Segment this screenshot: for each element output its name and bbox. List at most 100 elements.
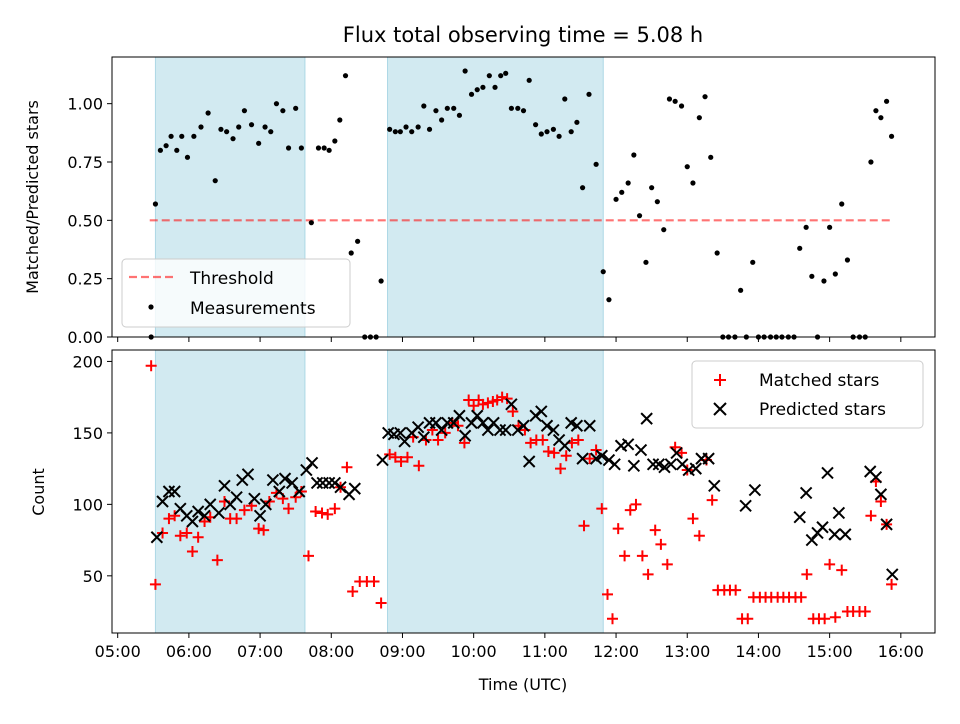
measurement-point [526, 77, 532, 83]
observing-window-2 [387, 56, 604, 338]
predicted-star-point [293, 485, 306, 498]
matched-star-point [801, 568, 813, 580]
measurement-point [579, 185, 586, 191]
top-x-ticks [117, 337, 902, 342]
measurement-point [444, 105, 450, 111]
measurement-point [456, 112, 463, 118]
measurement-point [868, 159, 874, 165]
predicted-star-point [481, 423, 495, 437]
measurement-point [738, 287, 744, 293]
measurement-point [198, 124, 204, 130]
legend-predicted-label: Predicted stars [759, 400, 886, 420]
matched-star-point [290, 491, 302, 503]
measurement-point [568, 129, 574, 135]
y-tick-label: 0.25 [67, 270, 103, 289]
measurement-point [486, 73, 492, 79]
matched-star-point [655, 538, 667, 550]
bottom-x-ticks: 05:00 06:00 07:00 08:00 09:00 10:00 11:00 12:00… [95, 633, 924, 661]
measurement-point [163, 143, 169, 149]
matched-star-point [468, 400, 480, 412]
measurement-point [556, 133, 562, 139]
predicted-star-point [874, 488, 888, 501]
measurement-point [654, 199, 660, 205]
measurement-point [809, 273, 815, 279]
measurement-point [643, 259, 649, 265]
measurement-point [631, 152, 637, 158]
predicted-star-point [640, 412, 653, 425]
matched-star-point [463, 394, 475, 406]
matched-star-point [302, 550, 314, 562]
measurements-series [148, 68, 895, 340]
predicted-star-point [398, 435, 411, 448]
predicted-star-point [748, 483, 762, 497]
predicted-star-point [278, 472, 292, 485]
matched-star-point [630, 498, 642, 510]
y-tick-label: 50 [83, 567, 103, 586]
predicted-star-point [869, 470, 883, 484]
measurement-point [451, 105, 457, 111]
x-tick-label: 07:00 [237, 642, 283, 661]
matched-star-point [596, 503, 608, 515]
measurement-point [661, 227, 667, 233]
predicted-star-point [689, 462, 702, 475]
measurement-point [797, 245, 803, 251]
predicted-star-point [522, 455, 536, 468]
x-tick-label: 13:00 [664, 642, 710, 661]
measurement-point [342, 73, 349, 79]
measurement-point [714, 250, 720, 256]
predicted-star-point [241, 468, 255, 481]
y-tick-label: 1.00 [67, 95, 103, 114]
matched-star-point [163, 513, 175, 525]
matched-star-point [602, 588, 614, 600]
measurement-point [678, 103, 685, 109]
matched-star-point [368, 576, 380, 588]
measurement-point [515, 105, 521, 111]
matched-star-point [560, 450, 572, 462]
matched-star-point [687, 513, 699, 525]
measurement-point [212, 178, 218, 184]
measurement-point [750, 259, 756, 265]
predicted-star-point [621, 438, 635, 451]
matched-star-point [584, 453, 596, 465]
measurement-point [636, 213, 643, 219]
measurement-point [230, 136, 236, 142]
matched-star-point [384, 448, 396, 460]
measurement-point [574, 119, 580, 125]
predicted-star-point [322, 476, 336, 490]
matched-star-point [537, 434, 549, 446]
matched-star-point [192, 531, 204, 543]
predicted-star-point [793, 511, 806, 524]
matched-star-point [149, 578, 161, 590]
measurement-point [236, 124, 242, 130]
matched-star-point [542, 445, 554, 457]
measurement-point [293, 105, 299, 111]
measurement-point [348, 250, 354, 256]
matched-star-point [859, 606, 871, 618]
matched-star-point [341, 461, 353, 473]
predicted-star-point [828, 528, 841, 541]
measurement-point [606, 297, 612, 303]
predicted-star-point [702, 452, 715, 465]
matched-star-point [231, 513, 243, 525]
observing-window-1 [154, 349, 306, 634]
measurement-point [480, 84, 486, 90]
predicted-star-point [634, 443, 648, 457]
top-y-ticks: 0.00 0.25 0.50 0.75 1.00 [67, 95, 112, 347]
measurement-point [492, 84, 498, 90]
matched-star-point [395, 455, 407, 467]
matched-star-point [316, 507, 328, 519]
x-tick-label: 14:00 [735, 642, 781, 661]
measurement-point [803, 224, 809, 230]
matched-star-point [572, 434, 584, 446]
measurement-point [827, 224, 833, 230]
measurement-point [387, 126, 393, 132]
measurement-point [619, 189, 625, 195]
measurement-point [184, 154, 191, 160]
matched-star-point [496, 391, 508, 403]
measurement-point [256, 140, 262, 146]
measurement-point [538, 131, 544, 137]
predicted-star-point [218, 479, 231, 492]
matched-star-point [507, 405, 519, 417]
matched-star-point [875, 496, 887, 508]
measurement-point [415, 124, 421, 130]
